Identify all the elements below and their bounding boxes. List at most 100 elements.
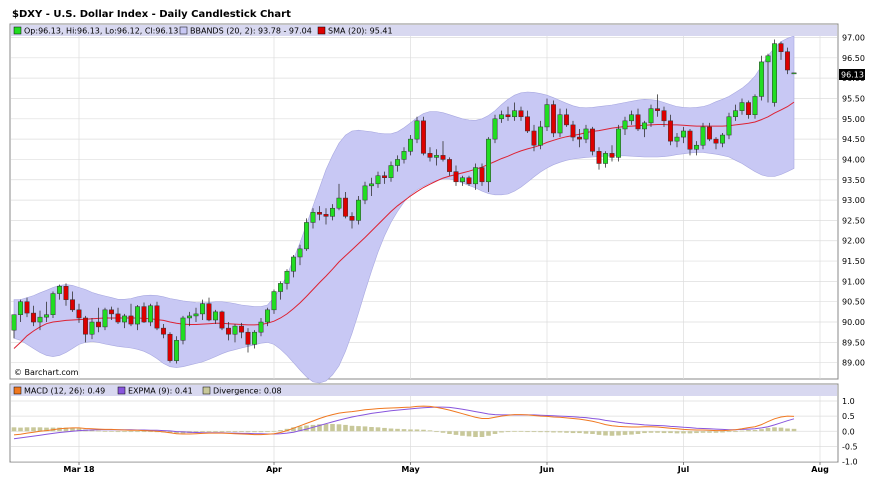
divergence-bar [174, 431, 179, 434]
candle [479, 163, 485, 186]
candle [343, 191, 348, 219]
candle-body [499, 114, 504, 120]
candle-body [512, 110, 517, 118]
candle [765, 53, 771, 103]
divergence-bar [323, 423, 329, 432]
divergence-bar [544, 431, 550, 433]
candle-body [154, 305, 160, 329]
divergence-bar [622, 431, 628, 435]
candle [96, 307, 101, 333]
candle-body [486, 138, 491, 183]
candle-body [752, 96, 758, 115]
divergence-bar [538, 431, 543, 433]
divergence-bar [375, 427, 381, 432]
candle-body [408, 138, 413, 152]
divergence-bar [148, 431, 153, 433]
candle-body [239, 325, 244, 333]
divergence-bar [700, 431, 706, 433]
divergence-bar [349, 425, 355, 432]
divergence-bar [76, 428, 82, 432]
divergence-bar [440, 431, 446, 433]
x-axis: Mar 18 Apr May Jun Jul Aug [63, 462, 829, 474]
divergence-bar [388, 428, 394, 432]
candle [115, 307, 121, 325]
candle-body [135, 306, 140, 325]
divergence-bar [63, 427, 69, 432]
divergence-bar [232, 431, 238, 433]
candle [135, 304, 140, 331]
candle-body [304, 222, 309, 250]
divergence-bar [24, 427, 30, 432]
candle-body [778, 43, 784, 52]
candle [219, 310, 225, 331]
legend-sma: SMA (20): 95.41 [328, 27, 393, 36]
candle-body [570, 124, 576, 138]
candle-body [551, 104, 556, 134]
candle [622, 116, 628, 136]
divergence-bar [252, 431, 257, 433]
candle [551, 100, 556, 138]
divergence-bar [96, 430, 101, 432]
divergence-bar [596, 431, 602, 435]
divergence-bar [245, 431, 251, 433]
candle-body [70, 299, 75, 311]
divergence-bar [447, 431, 452, 434]
candle [460, 175, 465, 186]
candle-body [278, 283, 283, 292]
candle-body [330, 207, 335, 217]
divergence-bar [635, 431, 641, 434]
divergence-bar [746, 430, 751, 432]
candle-body [128, 315, 134, 325]
candle [63, 283, 69, 306]
divergence-bar [603, 431, 608, 436]
candle-body [531, 130, 537, 146]
divergence-bar [330, 423, 335, 432]
candle [499, 110, 504, 123]
divergence-bar [616, 431, 621, 436]
candle-body [616, 128, 621, 158]
price-y-tick: 95.00 [842, 115, 865, 124]
candle [583, 124, 589, 144]
candle-body [76, 309, 82, 319]
x-tick-label: May [401, 465, 420, 474]
candle [89, 317, 95, 340]
candle-body [759, 61, 764, 97]
candle [531, 124, 537, 152]
candle [453, 165, 459, 186]
candle-body [349, 216, 355, 221]
candle-body [375, 175, 381, 185]
divergence-bar [687, 431, 693, 434]
candle-body [447, 159, 452, 172]
price-y-tick: 89.00 [842, 359, 865, 368]
candle [427, 147, 433, 162]
divergence-bar [531, 431, 537, 433]
candle [590, 126, 595, 156]
candle-body [440, 155, 446, 160]
candle-body [687, 130, 693, 150]
divergence-bar [629, 431, 634, 435]
candle [642, 120, 647, 138]
x-tick-label: Apr [266, 465, 282, 474]
divergence-bar [206, 431, 212, 433]
divergence-bar [239, 431, 244, 433]
candle [304, 218, 309, 251]
divergence-bar [271, 430, 277, 432]
divergence-bar [31, 427, 36, 432]
divergence-bar [102, 430, 108, 432]
candle [447, 157, 452, 176]
candle-body [772, 43, 777, 103]
candle [11, 314, 17, 339]
candle-body [369, 183, 374, 187]
candles [11, 39, 797, 364]
candle-body [765, 55, 771, 63]
candle [739, 98, 745, 115]
candle-body [681, 130, 686, 138]
divergence-bar [674, 431, 680, 434]
candle-body [421, 120, 426, 154]
candle-body [11, 314, 17, 331]
candle [596, 147, 602, 170]
candle [785, 47, 790, 75]
x-tick-label: Mar 18 [63, 465, 95, 474]
divergence-bar [122, 431, 127, 433]
candle [141, 302, 147, 323]
